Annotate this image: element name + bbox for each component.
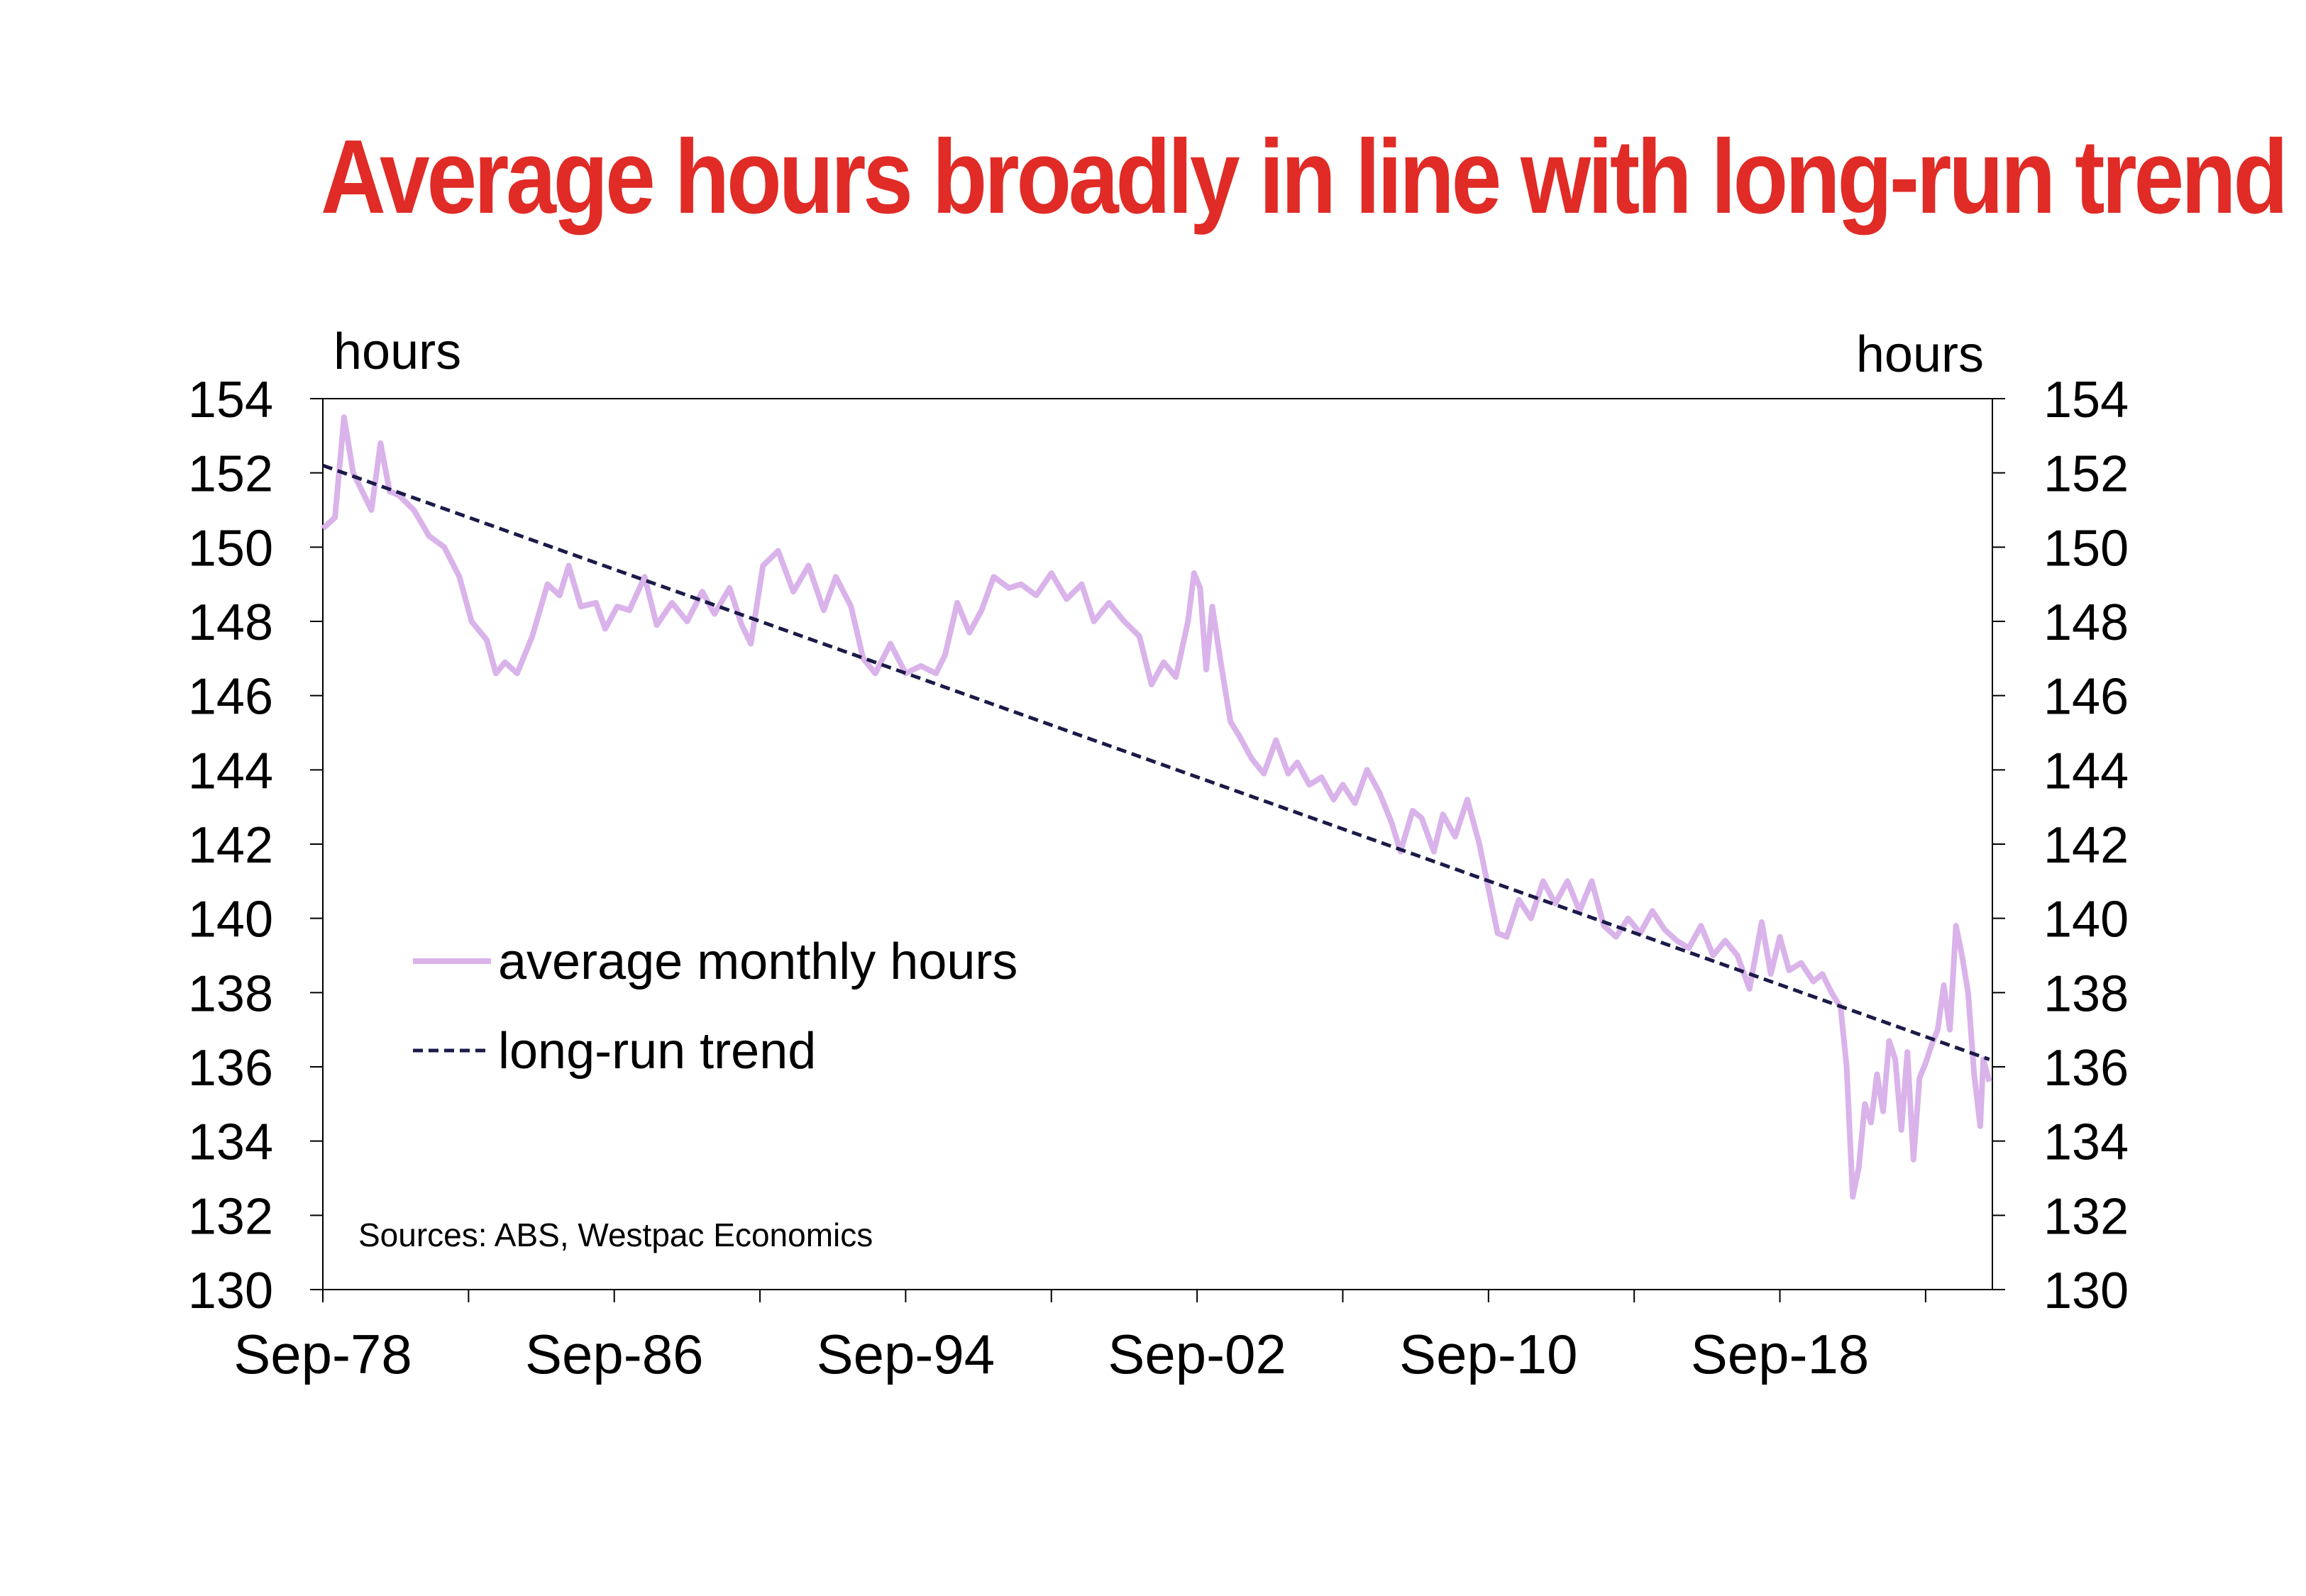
y-tick-label-left: 132 <box>188 1188 273 1245</box>
y-tick-label-right: 138 <box>2043 965 2129 1022</box>
legend: average monthly hours long-run trend <box>413 933 1017 1080</box>
y-tick-label-left: 134 <box>188 1114 273 1171</box>
y-tick-label-left: 140 <box>188 892 273 948</box>
x-tick-label: Sep-78 <box>233 1323 412 1385</box>
y-tick-label-right: 150 <box>2043 520 2129 577</box>
x-tick-label: Sep-10 <box>1399 1323 1578 1385</box>
y-tick-label-right: 148 <box>2043 594 2129 651</box>
y-tick-label-right: 142 <box>2043 817 2129 874</box>
series-line-long-run-trend <box>322 463 1990 1061</box>
axes: 130 130 132 132 134 134 136 136 138 138 140 140 142 1… <box>188 372 2129 1385</box>
plot-frame <box>322 398 1993 1290</box>
y-tick-label-left: 146 <box>188 669 273 726</box>
y-axis-label-left: hours <box>333 323 461 380</box>
y-tick-label-left: 154 <box>188 372 273 428</box>
y-tick-label-left: 142 <box>188 817 273 874</box>
y-tick-label-left: 138 <box>188 965 273 1022</box>
legend-label-actual: average monthly hours <box>498 933 1017 990</box>
y-tick-label-right: 154 <box>2043 372 2129 428</box>
source-note: Sources: ABS, Westpac Economics <box>358 1217 873 1253</box>
legend-label-trend: long-run trend <box>498 1023 816 1080</box>
y-tick-label-right: 136 <box>2043 1040 2129 1097</box>
x-tick-label: Sep-02 <box>1108 1323 1286 1385</box>
y-tick-label-right: 144 <box>2043 743 2129 799</box>
y-axis-label-right: hours <box>1856 326 1984 383</box>
y-tick-label-right: 140 <box>2043 892 2129 948</box>
y-tick-label-right: 132 <box>2043 1188 2129 1245</box>
y-tick-label-right: 152 <box>2043 446 2129 503</box>
y-tick-label-right: 130 <box>2043 1263 2129 1319</box>
y-tick-label-right: 134 <box>2043 1114 2129 1171</box>
y-tick-label-left: 136 <box>188 1040 273 1097</box>
y-tick-label-left: 148 <box>188 594 273 651</box>
series-layer <box>321 414 1992 1200</box>
y-tick-label-left: 152 <box>188 446 273 503</box>
series-line-average-monthly-hours <box>321 414 1992 1200</box>
y-tick-label-left: 150 <box>188 520 273 577</box>
y-tick-label-right: 146 <box>2043 669 2129 726</box>
y-tick-label-left: 130 <box>188 1263 273 1319</box>
x-tick-label: Sep-94 <box>817 1323 995 1385</box>
x-tick-label: Sep-86 <box>525 1323 704 1385</box>
y-tick-label-left: 144 <box>188 743 273 799</box>
x-tick-label: Sep-18 <box>1691 1323 1870 1385</box>
